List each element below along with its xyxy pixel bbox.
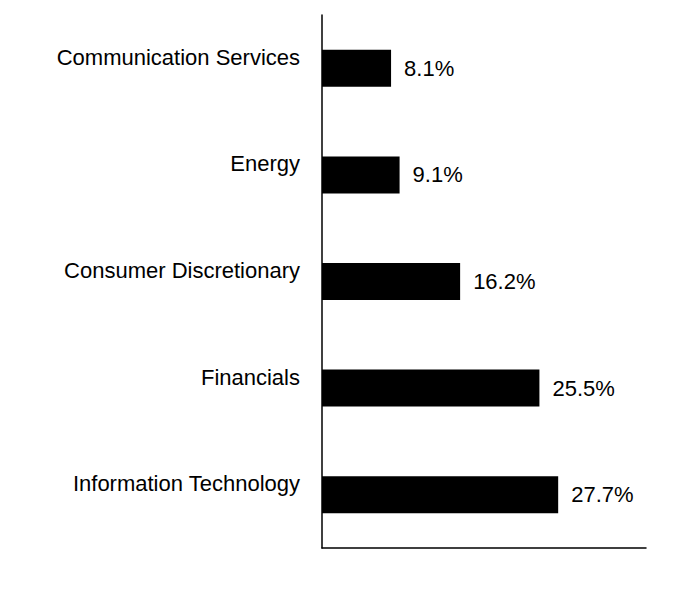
svg-text:Consumer Discretionary: Consumer Discretionary — [64, 258, 300, 283]
svg-text:8.1%: 8.1% — [404, 56, 454, 81]
svg-text:Information Technology: Information Technology — [73, 471, 300, 496]
svg-text:27.7%: 27.7% — [571, 482, 633, 507]
svg-text:25.5%: 25.5% — [552, 376, 614, 401]
svg-text:16.2%: 16.2% — [473, 269, 535, 294]
svg-text:Energy: Energy — [230, 151, 300, 176]
svg-text:9.1%: 9.1% — [413, 162, 463, 187]
svg-text:Financials: Financials — [201, 365, 300, 390]
svg-text:Communication Services: Communication Services — [57, 45, 300, 70]
